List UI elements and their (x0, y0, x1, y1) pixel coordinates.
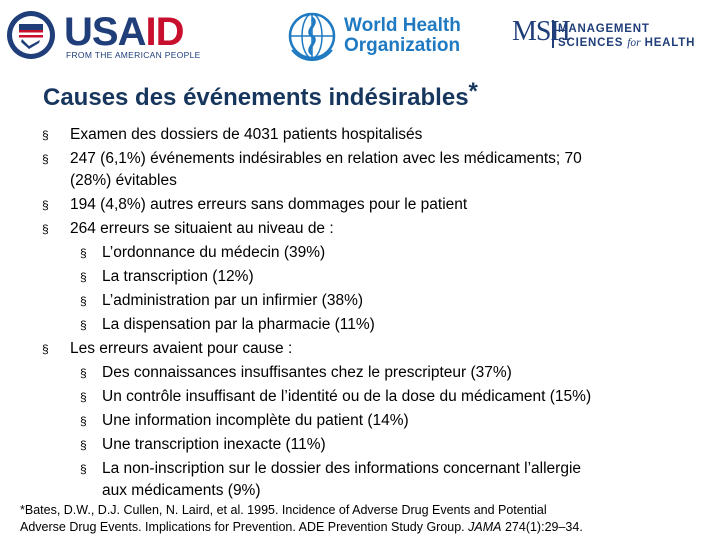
bullet-text: La non-inscription sur le dossier des in… (102, 460, 582, 477)
bullet-icon: § (80, 390, 87, 404)
bullet-text: La dispensation par la pharmacie (11%) (102, 316, 375, 333)
bullet-icon: § (80, 414, 87, 428)
sub-bullet-item: § L’administration par un infirmier (38%) (80, 290, 364, 312)
usaid-tagline: FROM THE AMERICAN PEOPLE (66, 50, 201, 60)
bullet-text: Une information incomplète du patient (1… (102, 412, 409, 429)
bullet-icon: § (42, 342, 49, 356)
bullet-text: Un contrôle insuffisant de l’identité ou… (102, 388, 592, 405)
logo-bar: USAID FROM THE AMERICAN PEOPLE World Hea… (0, 0, 720, 72)
sub-bullet-item: § Des connaissances insuffisantes chez le… (80, 362, 512, 384)
bullet-item: § Les erreurs avaient pour cause : (42, 338, 293, 360)
bullet-text: 264 erreurs se situaient au niveau de : (70, 220, 334, 237)
sub-bullet-item: § Une transcription inexacte (11%) (80, 434, 326, 456)
sub-bullet-item: § La dispensation par la pharmacie (11%) (80, 314, 375, 336)
page-title: Causes des événements indésirables* (43, 78, 478, 111)
usaid-wordmark: USAID (64, 10, 184, 54)
who-wordmark: World Health Organization (344, 15, 461, 56)
bullet-icon: § (42, 222, 49, 236)
footnote-line: Adverse Drug Events. Implications for Pr… (20, 520, 583, 534)
title-footnote-mark: * (468, 78, 478, 105)
bullet-icon: § (80, 438, 87, 452)
footnote: *Bates, D.W., D.J. Cullen, N. Laird, et … (20, 502, 710, 536)
bullet-icon: § (80, 270, 87, 284)
bullet-icon: § (80, 366, 87, 380)
bullet-text: 247 (6,1%) événements indésirables en re… (70, 150, 582, 167)
bullet-item: § 247 (6,1%) événements indésirables en r… (42, 148, 582, 192)
bullet-icon: § (80, 294, 87, 308)
bullet-text: L’administration par un infirmier (38%) (102, 292, 364, 309)
footnote-line: *Bates, D.W., D.J. Cullen, N. Laird, et … (20, 503, 547, 517)
sub-bullet-item: § La non-inscription sur le dossier des i… (80, 458, 582, 502)
sub-bullet-item: § L’ordonnance du médecin (39%) (80, 242, 326, 264)
bullet-icon: § (80, 246, 87, 260)
bullet-text: aux médicaments (9%) (102, 482, 261, 499)
bullet-item: § 194 (4,8%) autres erreurs sans dommages… (42, 194, 468, 216)
bullet-icon: § (42, 198, 49, 212)
bullet-text: (28%) évitables (70, 172, 177, 189)
journal-name: JAMA (468, 520, 502, 534)
msh-logo: MSH MANAGEMENT SCIENCES for HEALTH (512, 16, 712, 56)
sub-bullet-item: § Une information incomplète du patient (… (80, 410, 409, 432)
usaid-seal-icon (7, 11, 55, 59)
msh-divider (552, 20, 554, 48)
bullet-text: Des connaissances insuffisantes chez le … (102, 364, 512, 381)
sub-bullet-item: § La transcription (12%) (80, 266, 254, 288)
usaid-logo: USAID FROM THE AMERICAN PEOPLE (6, 10, 200, 62)
bullet-icon: § (42, 152, 49, 166)
bullet-text: Les erreurs avaient pour cause : (70, 340, 293, 357)
bullet-text: La transcription (12%) (102, 268, 254, 285)
msh-wordmark: MANAGEMENT SCIENCES for HEALTH (558, 23, 696, 49)
bullet-item: § Examen des dossiers de 4031 patients ho… (42, 124, 423, 146)
msh-mark: MSH (512, 16, 571, 47)
bullet-icon: § (80, 462, 87, 476)
bullet-item: § 264 erreurs se situaient au niveau de : (42, 218, 334, 240)
who-logo: World Health Organization (286, 10, 461, 62)
bullet-text: Une transcription inexacte (11%) (102, 436, 326, 453)
bullet-text: 194 (4,8%) autres erreurs sans dommages … (70, 196, 468, 213)
who-emblem-icon (288, 12, 336, 62)
bullet-text: L’ordonnance du médecin (39%) (102, 244, 326, 261)
bullet-icon: § (42, 128, 49, 142)
bullet-icon: § (80, 318, 87, 332)
sub-bullet-item: § Un contrôle insuffisant de l’identité o… (80, 386, 592, 408)
bullet-text: Examen des dossiers de 4031 patients hos… (70, 126, 423, 143)
